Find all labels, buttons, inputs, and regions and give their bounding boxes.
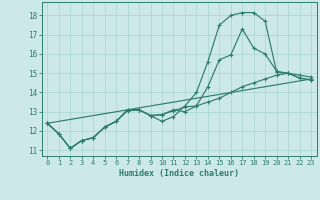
X-axis label: Humidex (Indice chaleur): Humidex (Indice chaleur) [119,169,239,178]
